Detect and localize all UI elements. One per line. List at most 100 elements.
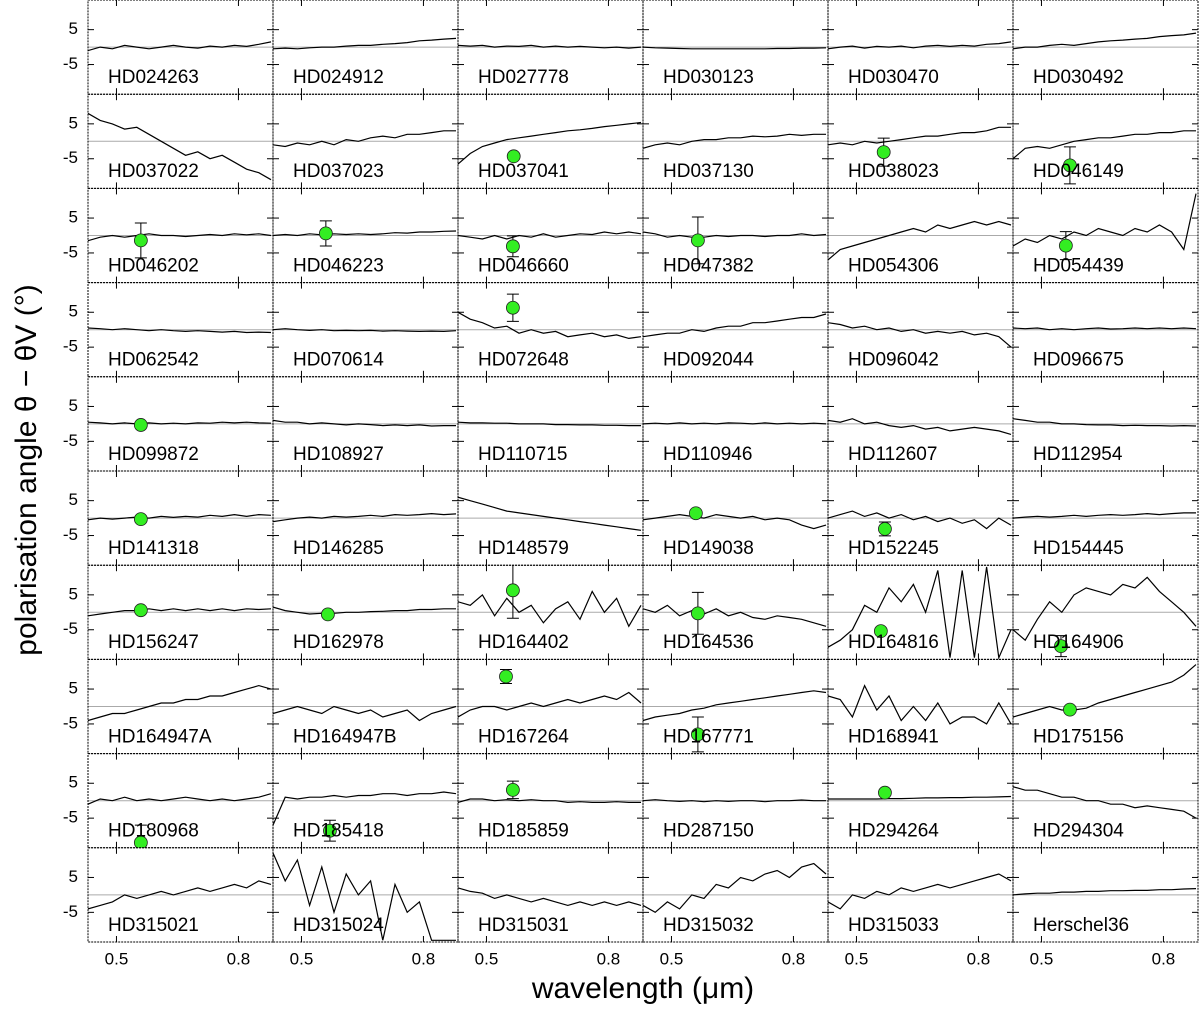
panel-title: HD152245 (848, 538, 939, 559)
data-point (1058, 238, 1073, 253)
panel-title: HD156247 (108, 632, 199, 653)
panel (458, 496, 643, 531)
data-line (1013, 193, 1197, 251)
panel-title: HD096675 (1033, 350, 1124, 371)
data-point (505, 782, 520, 797)
panel (273, 328, 458, 333)
panel-title: Herschel36 (1033, 915, 1129, 936)
data-line (828, 684, 1012, 725)
y-tick-label: -5 (63, 619, 78, 638)
panel-frame (1012, 282, 1199, 378)
panel-title: HD112607 (848, 444, 937, 465)
data-line (643, 46, 827, 50)
panel-title: HD070614 (293, 350, 384, 371)
panel-title: HD315032 (663, 915, 754, 936)
data-line (828, 41, 1012, 50)
panel (1013, 327, 1198, 331)
data-line (88, 41, 272, 52)
panel-title: HD046660 (478, 255, 569, 276)
panel (88, 603, 273, 618)
panel (273, 419, 458, 427)
panel-title: HD038023 (848, 161, 939, 182)
data-point (133, 512, 148, 527)
panel-title: HD149038 (663, 538, 754, 559)
x-tick-label: 0.5 (1030, 949, 1054, 968)
y-tick-label: -5 (63, 713, 78, 732)
panel (643, 133, 828, 149)
data-point (318, 226, 333, 241)
y-tick-label: 5 (69, 208, 78, 227)
data-line (828, 873, 1012, 910)
panel (88, 222, 273, 259)
panel-frame (1012, 564, 1199, 660)
y-tick-label: -5 (63, 808, 78, 827)
panel (273, 37, 458, 50)
panel (828, 418, 1013, 435)
data-line (828, 795, 1012, 800)
panel (1013, 786, 1198, 819)
data-point (688, 506, 703, 521)
panel (1013, 576, 1198, 658)
y-tick-label: 5 (69, 584, 78, 603)
data-point (323, 823, 337, 838)
x-tick-label: 0.8 (412, 949, 436, 968)
data-line (643, 690, 827, 722)
y-tick-label: 5 (69, 113, 78, 132)
x-tick-label: 0.5 (845, 949, 869, 968)
panel (828, 322, 1013, 348)
data-point (133, 233, 148, 248)
data-line (828, 418, 1012, 435)
data-line (273, 419, 456, 427)
y-tick-label: -5 (63, 54, 78, 73)
panel (273, 705, 458, 722)
panel-title: HD164402 (478, 632, 569, 653)
panel-frame (1012, 376, 1199, 472)
panel-title: HD141318 (108, 538, 199, 559)
panel-title: HD164536 (663, 632, 754, 653)
panel (273, 220, 458, 247)
panel-title: HD072648 (478, 350, 569, 371)
panel (828, 41, 1013, 50)
y-tick-label: 5 (69, 490, 78, 509)
y-tick-label: 5 (69, 867, 78, 886)
panel (88, 418, 273, 432)
data-line (458, 421, 641, 427)
panel-title: HD096042 (848, 350, 939, 371)
panel-title: HD024263 (108, 67, 199, 88)
panel (1013, 512, 1198, 519)
data-line (1013, 327, 1197, 331)
panel (458, 887, 643, 907)
panel-frame (1012, 658, 1199, 755)
data-point (1063, 158, 1077, 173)
panel-title: HD054439 (1033, 255, 1124, 276)
data-line (458, 231, 642, 240)
panel-title: HD054306 (848, 255, 939, 276)
y-tick-label: -5 (63, 148, 78, 167)
panel-frame (1012, 187, 1199, 284)
x-tick-label: 0.5 (475, 949, 499, 968)
panel (643, 591, 828, 635)
panel (458, 421, 643, 427)
data-point (876, 145, 891, 160)
panel-title: HD315033 (848, 915, 939, 936)
panel (643, 313, 828, 338)
panel-title: HD294264 (848, 821, 939, 842)
panel-title: HD287150 (663, 821, 754, 842)
panel (273, 791, 458, 842)
panel-title: HD185418 (293, 821, 384, 842)
panel (643, 422, 828, 425)
panel (458, 669, 643, 718)
panel-title: HD164947B (293, 726, 397, 747)
data-line (273, 37, 457, 50)
panel (1013, 130, 1198, 185)
panel-title: HD167264 (478, 726, 569, 747)
data-line (88, 233, 272, 242)
panel-frame (1012, 753, 1199, 849)
panel (643, 862, 828, 914)
data-point (1063, 702, 1077, 717)
y-tick-label: -5 (63, 902, 78, 921)
data-line (643, 313, 827, 338)
data-point (878, 785, 892, 800)
y-tick-label: 5 (69, 396, 78, 415)
